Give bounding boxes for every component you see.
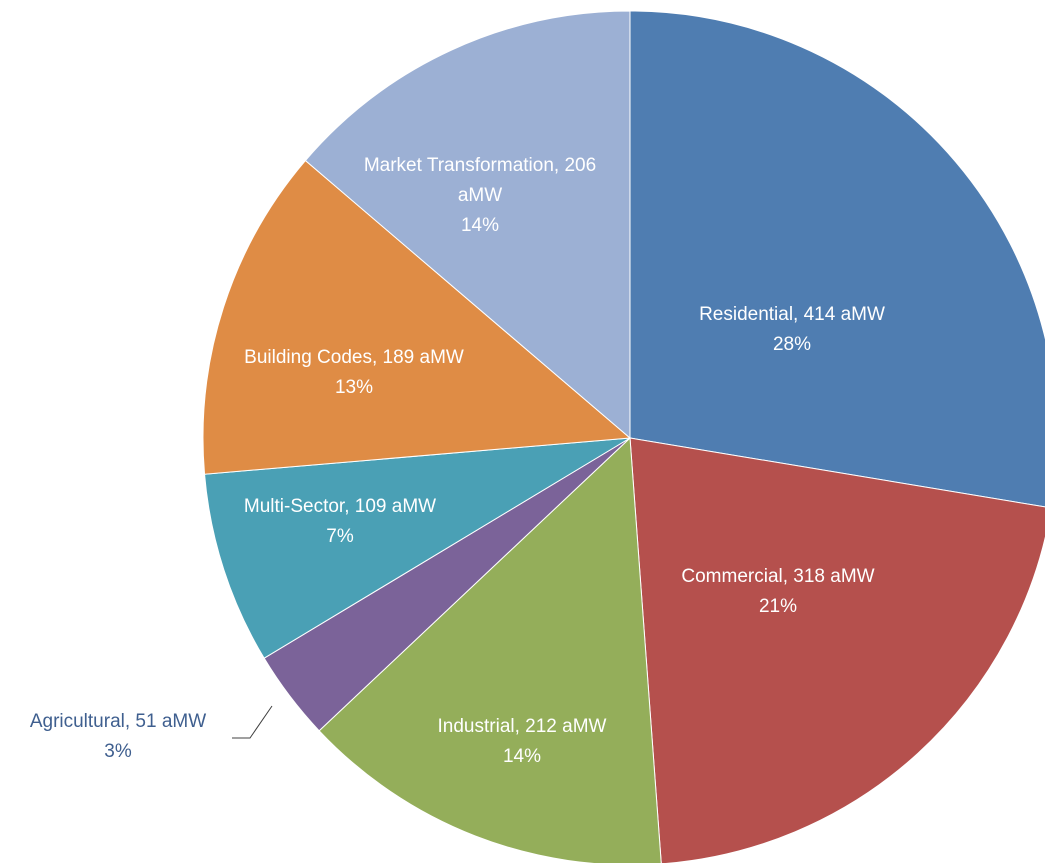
label-percent: 14%	[502, 746, 542, 767]
label-value: Multi-Sector, 109 aMW	[243, 496, 437, 517]
label-value: Residential, 414 aMW	[699, 304, 885, 325]
label-percent: 21%	[758, 596, 798, 617]
label-percent: 13%	[334, 377, 374, 398]
data-label: Industrial, 212 aMW 14%	[362, 712, 682, 772]
leader-line	[232, 705, 273, 739]
pie-slice	[304, 10, 631, 440]
pie-slice	[629, 437, 1045, 863]
label-percent: 7%	[326, 526, 354, 547]
pie-slice	[202, 159, 632, 475]
label-value: Market Transformation, 206 aMW	[363, 155, 597, 206]
label-percent: 28%	[772, 334, 812, 355]
data-label: Commercial, 318 aMW 21%	[618, 562, 938, 622]
label-percent: 14%	[460, 215, 500, 236]
data-label: Agricultural, 51 aMW 3%	[0, 707, 238, 767]
label-value: Building Codes, 189 aMW	[244, 347, 464, 368]
label-value: Commercial, 318 aMW	[681, 566, 875, 587]
data-label: Building Codes, 189 aMW 13%	[194, 343, 514, 403]
data-label: Residential, 414 aMW 28%	[632, 300, 952, 360]
data-label: Market Transformation, 206 aMW 14%	[345, 151, 615, 241]
label-percent: 3%	[104, 741, 132, 762]
label-value: Industrial, 212 aMW	[437, 716, 607, 737]
pie-slice	[203, 437, 631, 659]
pie-slice	[629, 10, 1045, 508]
label-value: Agricultural, 51 aMW	[29, 711, 207, 732]
data-label: Multi-Sector, 109 aMW 7%	[180, 492, 500, 552]
pie-slice	[318, 436, 662, 863]
